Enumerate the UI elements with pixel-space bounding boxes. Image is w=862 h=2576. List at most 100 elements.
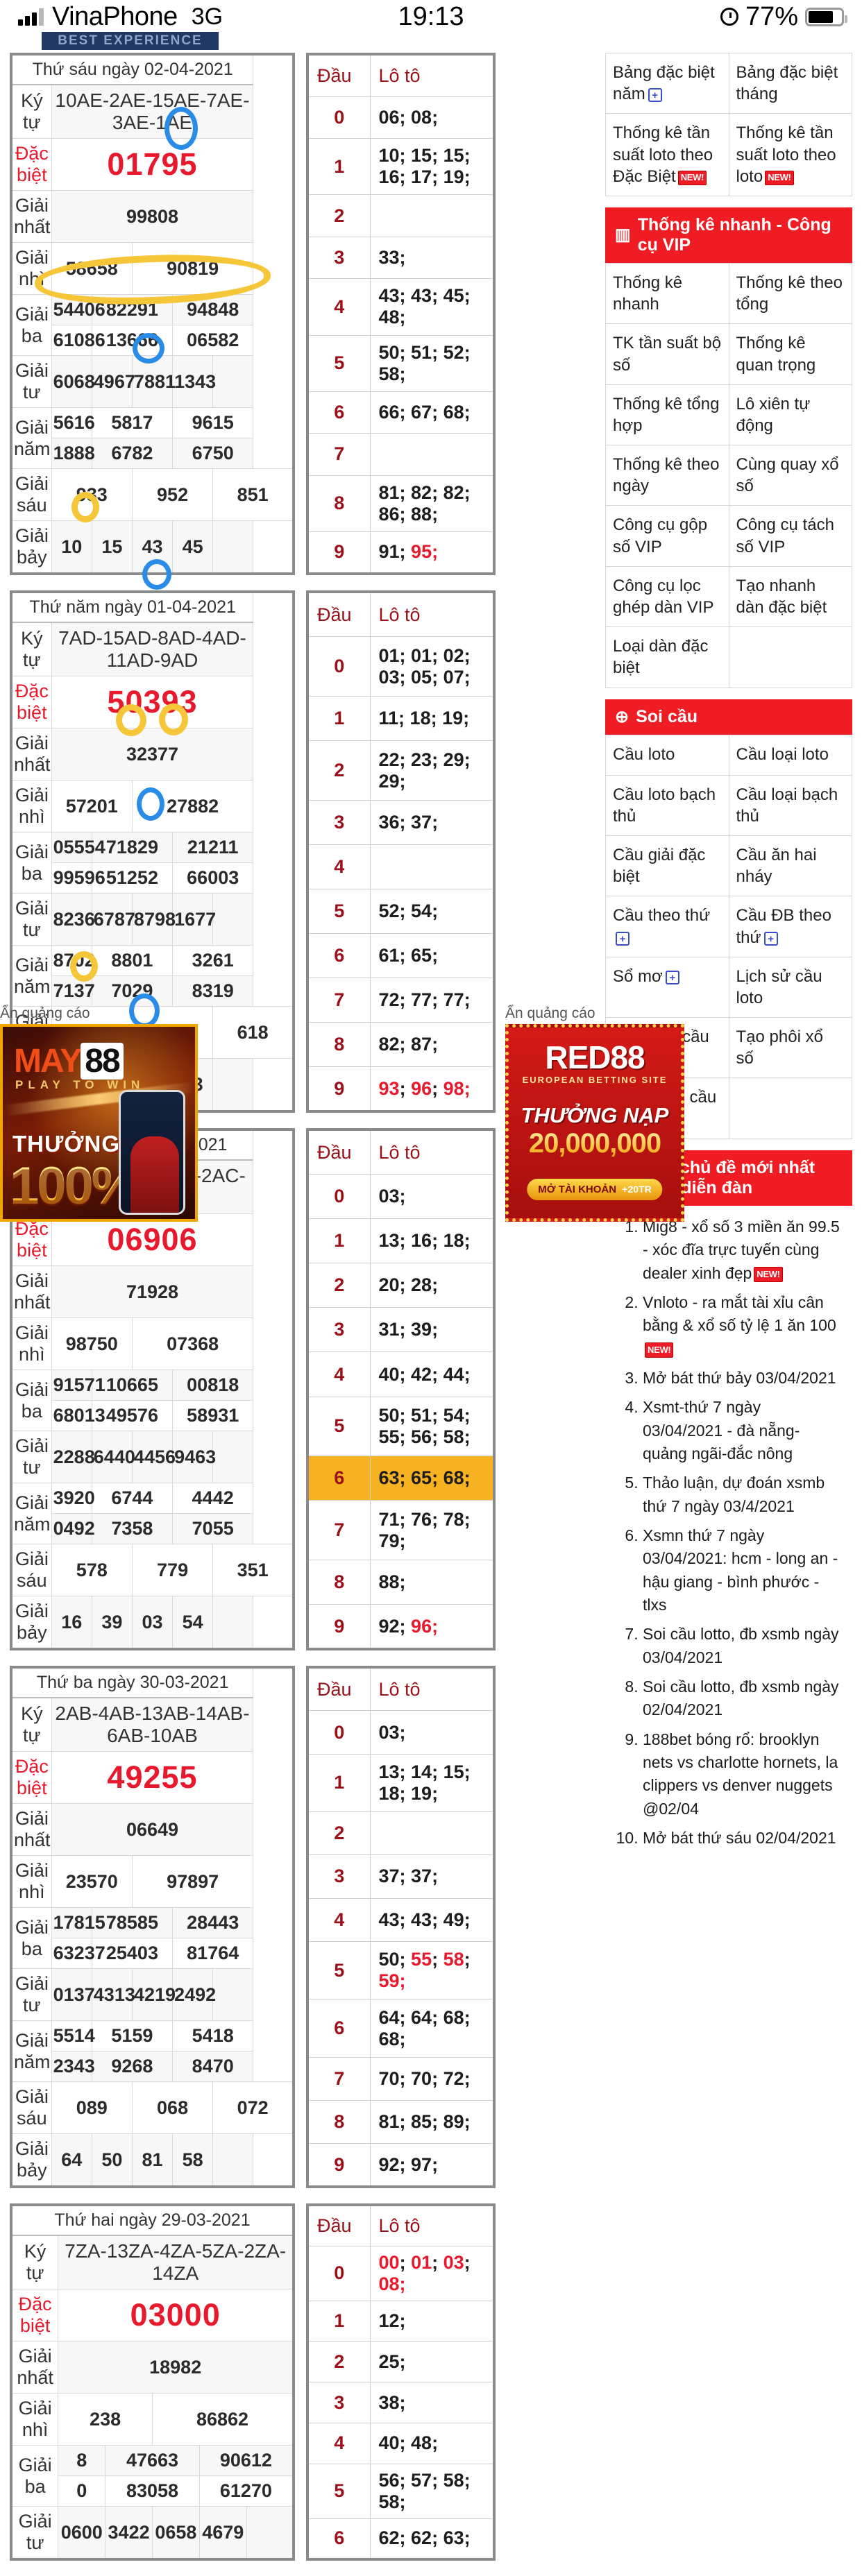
ad-left-container[interactable]: Ẩn quảng cáo MAY 88 PLAY TO WIN THƯỞNG NẠ… (0, 1005, 198, 1222)
row-label: Giải ba (10, 1907, 52, 1969)
loto-numbers-value: 03; (369, 1174, 495, 1220)
forum-topic-item[interactable]: Xsmn thứ 7 ngày 03/04/2021: hcm - long a… (643, 1524, 843, 1617)
forum-topic-item[interactable]: Soi cầu lotto, đb xsmb ngày 03/04/2021 (643, 1623, 843, 1669)
plus-icon[interactable]: + (648, 88, 662, 103)
prize-value: 3422 (105, 2506, 153, 2560)
sidebar-tool-cell[interactable]: Bảng đặc biệt tháng (728, 52, 852, 114)
loto-dau-value: 3 (307, 1307, 371, 1353)
loto-row: 6 62; 62; 63; (307, 2518, 495, 2560)
ad-red88-promo-title: THƯỞNG NẠP (521, 1103, 669, 1127)
prize-value: 90612 (198, 2445, 294, 2476)
sidebar-tool-cell[interactable]: Loại dàn đặc biệt (605, 626, 729, 688)
row-label: Giải nhất (10, 1265, 52, 1318)
plus-icon[interactable]: + (665, 970, 679, 984)
prize-value: 6744 (91, 1483, 174, 1514)
sidebar-tool-cell[interactable]: TK tần suất bộ số (605, 323, 729, 385)
sidebar-tool-cell[interactable]: Công cụ lọc ghép dàn VIP (605, 565, 729, 628)
loto-row: 4 43; 43; 49; (307, 1897, 495, 1942)
loto-row: 4 43; 43; 45; 48; (307, 278, 495, 336)
ad-red88-cta-button[interactable]: MỞ TÀI KHOẢN +20TR (527, 1179, 663, 1200)
sidebar-tool-cell[interactable]: Thống kê quan trọng (728, 323, 852, 385)
loto-row: 6 61; 65; (307, 933, 495, 979)
prize-value: 2343 (51, 2051, 95, 2082)
loto-numbers-value: 03; (369, 1710, 495, 1755)
new-badge: NEW! (677, 170, 707, 185)
sidebar-tool-cell[interactable]: Tạo phôi xổ số (728, 1017, 852, 1079)
sidebar-tool-cell[interactable]: Công cụ gộp số VIP (605, 505, 729, 567)
prize-value: 5514 (51, 2020, 95, 2052)
forum-topic-item[interactable]: Thảo luận, dự đoán xsmb thứ 7 ngày 03/4/… (643, 1472, 843, 1518)
top-ad-banner-remnant[interactable]: BEST EXPERIENCE BET (42, 32, 219, 50)
ad-right-container[interactable]: Ẩn quảng cáo RED88 EUROPEAN BETTING SITE… (505, 1005, 684, 1222)
prize-value: 618 (212, 1006, 294, 1059)
sidebar-tool-cell[interactable]: Thống kê tổng hợp (605, 384, 729, 446)
ad-left-hide-label[interactable]: Ẩn quảng cáo (0, 1005, 90, 1021)
forum-topic-item[interactable]: Vnloto - ra mắt tài xỉu cân bằng & xổ số… (643, 1291, 843, 1360)
sidebar-tool-cell[interactable]: Lô xiên tự động (728, 384, 852, 446)
ad-red88-banner[interactable]: RED88 EUROPEAN BETTING SITE THƯỞNG NẠP 2… (505, 1024, 684, 1222)
sidebar-tool-cell[interactable]: Cầu ĐB theo thứ + (728, 896, 852, 957)
prize-value: 8702 (51, 945, 95, 976)
prize-value-empty (212, 1968, 254, 2021)
sidebar-tool-cell[interactable]: Cầu theo thứ+ (605, 896, 729, 957)
ad-may88-banner[interactable]: MAY 88 PLAY TO WIN THƯỞNG NẠP 100% (0, 1024, 198, 1222)
forum-topic-item[interactable]: 188bet bóng rổ: brooklyn nets vs charlot… (643, 1728, 843, 1820)
sidebar-tool-cell[interactable]: Cầu loại bạch thủ (728, 774, 852, 836)
forum-topic-item[interactable]: Mở bát thứ bảy 03/04/2021 (643, 1367, 843, 1390)
result-date: Thứ sáu ngày 02-04-2021 (10, 53, 254, 85)
sidebar-tool-cell[interactable]: Thống kê tần suất loto theo loto NEW! (728, 113, 852, 196)
sidebar-tool-cell[interactable]: Bảng đặc biệt năm + (605, 52, 729, 114)
sidebar-tool-cell[interactable]: Sổ mơ + (605, 956, 729, 1018)
loto-row: 5 50; 51; 52; 58; (307, 334, 495, 392)
sidebar-tool-cell[interactable]: Thống kê theo tổng (728, 262, 852, 325)
sidebar-tool-cell[interactable]: Lịch sử cầu loto (728, 956, 852, 1018)
sidebar-tool-cell[interactable]: Cùng quay xổ số (728, 445, 852, 506)
plus-icon[interactable]: + (616, 931, 629, 946)
loto-numbers-value: 71; 76; 78; 79; (369, 1500, 495, 1561)
forum-topic-item[interactable]: Soi cầu lotto, đb xsmb ngày 02/04/2021 (643, 1675, 843, 1722)
sidebar-tool-cell[interactable]: Cầu loto (605, 734, 729, 776)
sidebar-grid-row: Thống kê tần suất loto theo Đặc Biệt NEW!… (605, 113, 852, 196)
sidebar-tool-cell[interactable]: Cầu loto bạch thủ (605, 774, 729, 836)
prize-value: 03 (131, 1596, 174, 1650)
loto-row: 8 88; (307, 1560, 495, 1605)
row-label: Giải tư (10, 893, 52, 946)
sidebar-tool-cell[interactable]: Tạo nhanh dàn đặc biệt (728, 565, 852, 628)
sidebar-grid-row: Bảng đặc biệt năm + Bảng đặc biệt tháng (605, 52, 852, 114)
loto-dau-value: 0 (307, 96, 371, 139)
loto-numbers-value: 20; 28; (369, 1263, 495, 1308)
loto-row: 4 40; 42; 44; (307, 1351, 495, 1397)
sidebar-grid-row: Cầu theo thứ+ Cầu ĐB theo thứ + (605, 896, 852, 957)
loto-row: 3 37; 37; (307, 1854, 495, 1899)
prize-value: 68013 (51, 1400, 105, 1431)
loto-row: 1 10; 15; 15; 16; 17; 19; (307, 138, 495, 196)
sidebar-tool-cell[interactable]: Công cụ tách số VIP (728, 505, 852, 567)
row-label: Giải tư (10, 1431, 52, 1483)
sidebar-tool-cell[interactable]: Cầu ăn hai nháy (728, 835, 852, 897)
prize-value: 51252 (91, 862, 174, 894)
prize-table: Thứ năm ngày 01-04-2021 Ký tự 7AD-15AD-8AD… (10, 590, 296, 1113)
row-label: Giải sáu (10, 2081, 52, 2134)
forum-topic-item[interactable]: Xsmt-thứ 7 ngày 03/04/2021 - đà nẵng- qu… (643, 1396, 843, 1465)
forum-topic-item[interactable]: Mở bát thứ sáu 02/04/2021 (643, 1827, 843, 1850)
ad-right-hide-label[interactable]: Ẩn quảng cáo (505, 1005, 595, 1021)
sidebar-tool-cell[interactable]: Thống kê nhanh (605, 262, 729, 325)
forum-topic-item[interactable]: Mig8 - xổ số 3 miền ăn 99.5 - xóc đĩa tr… (643, 1216, 843, 1285)
prize-value: 8801 (91, 945, 174, 976)
prize-value: 7055 (172, 1513, 254, 1544)
sidebar-tool-cell[interactable]: Thống kê tần suất loto theo Đặc Biệt NEW! (605, 113, 729, 196)
loto-dau-value: 5 (307, 1940, 371, 2000)
sidebar-grid-row: Cầu giải đặc biệt Cầu ăn hai nháy (605, 835, 852, 897)
prize-value: 6787 (91, 893, 135, 946)
prize-value: 4442 (172, 1483, 254, 1514)
prize-value: 1343 (172, 355, 216, 408)
sidebar-tool-cell[interactable]: Cầu giải đặc biệt (605, 835, 729, 897)
loto-row: 0 06; 08; (307, 96, 495, 139)
loto-dau-value: 9 (307, 531, 371, 574)
row-label: Giải tư (10, 355, 52, 408)
prize-value-empty (212, 355, 254, 408)
battery-icon (805, 7, 847, 26)
sidebar-tool-cell[interactable]: Cầu loại loto (728, 734, 852, 776)
sidebar-tool-cell[interactable]: Thống kê theo ngày (605, 445, 729, 506)
plus-icon[interactable]: + (763, 931, 778, 946)
